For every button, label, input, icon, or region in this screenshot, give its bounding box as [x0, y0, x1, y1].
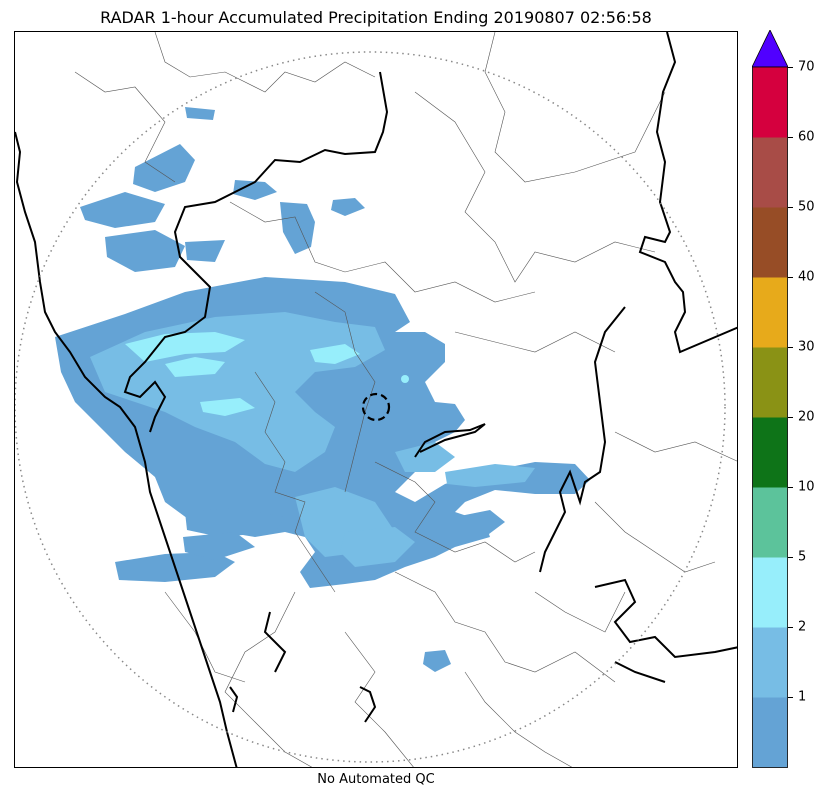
radar-site-marker	[361, 392, 391, 422]
colorbar-tick-label: 20	[798, 409, 815, 425]
colorbar-graphic	[751, 29, 789, 768]
colorbar-tick-label: 40	[798, 269, 815, 285]
colorbar-tick-label: 5	[798, 549, 807, 565]
colorbar-segment	[752, 67, 788, 138]
radar-range-ring	[15, 51, 726, 763]
colorbar-tick-mark	[788, 67, 793, 68]
colorbar-segment	[752, 347, 788, 418]
colorbar-extend-triangle	[751, 29, 789, 68]
colorbar-tick-label: 2	[798, 619, 807, 635]
colorbar-tick-mark	[788, 347, 793, 348]
colorbar-tick-label: 1	[798, 689, 807, 705]
colorbar-segments	[752, 67, 788, 768]
colorbar-tick-mark	[788, 487, 793, 488]
colorbar-frame	[752, 66, 788, 768]
precipitation-colorbar	[751, 29, 789, 768]
radar-map-canvas	[15, 32, 737, 767]
colorbar-segment	[752, 207, 788, 278]
colorbar-tick-mark	[788, 627, 793, 628]
colorbar-tick-mark	[788, 277, 793, 278]
colorbar-segment	[752, 277, 788, 348]
colorbar-segment	[752, 557, 788, 628]
precipitation-heavy	[125, 332, 409, 416]
colorbar-tick-mark	[788, 417, 793, 418]
colorbar-tick-mark	[788, 207, 793, 208]
colorbar-tick-label: 60	[798, 129, 815, 145]
map-title: RADAR 1-hour Accumulated Precipitation E…	[100, 8, 652, 27]
state-borders	[15, 32, 737, 767]
colorbar-tick-label: 50	[798, 199, 815, 215]
colorbar-segment	[752, 487, 788, 558]
radar-map[interactable]	[14, 31, 738, 768]
colorbar-tick-mark	[788, 137, 793, 138]
colorbar-segment	[752, 697, 788, 768]
district-borders	[74, 32, 737, 767]
colorbar-segment	[752, 137, 788, 208]
qc-note: No Automated QC	[317, 772, 435, 787]
colorbar-segment	[752, 627, 788, 698]
colorbar-segment	[752, 417, 788, 488]
colorbar-tick-label: 10	[798, 479, 815, 495]
colorbar-tick-label: 70	[798, 59, 815, 75]
colorbar-tick-label: 30	[798, 339, 815, 355]
colorbar-tick-mark	[788, 697, 793, 698]
colorbar-tick-mark	[788, 557, 793, 558]
